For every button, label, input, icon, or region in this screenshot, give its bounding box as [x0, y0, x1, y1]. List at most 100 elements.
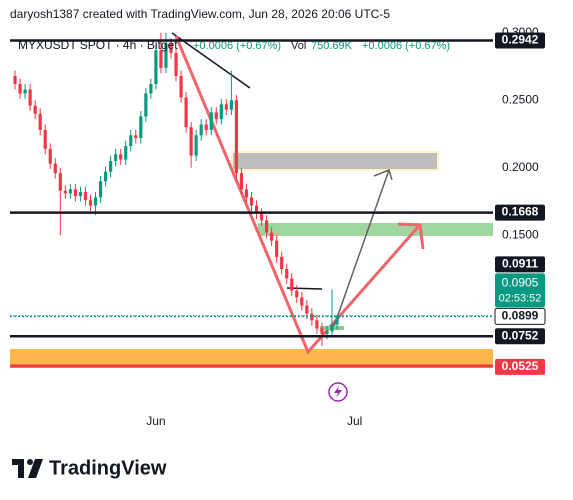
price-label-box: [495, 273, 545, 308]
candle-body: [169, 43, 173, 53]
candle-body: [335, 315, 339, 325]
candle-body: [325, 331, 329, 334]
price-label: 0.0905: [502, 276, 539, 290]
trend-line: [171, 32, 251, 89]
candle-body: [249, 197, 254, 206]
candle-body: [129, 135, 133, 147]
candle-body: [209, 112, 213, 130]
candle-body: [199, 124, 203, 136]
price-label-box: [494, 307, 546, 325]
candle-body: [103, 171, 108, 182]
x-tick-label: Jun: [146, 414, 165, 428]
candle-body: [320, 328, 324, 334]
candle-body: [33, 105, 37, 114]
logo-mark: [27, 459, 33, 465]
candle-body: [159, 50, 163, 68]
candle-body: [109, 160, 113, 172]
candle-body: [139, 116, 143, 139]
candle-body: [53, 163, 57, 174]
price-label: 0.0899: [502, 309, 539, 323]
candle-body: [98, 181, 103, 198]
candle-body: [48, 148, 52, 164]
candle-body: [315, 320, 319, 329]
candle-body: [244, 189, 249, 198]
candle-body: [300, 297, 304, 306]
price-label-box: [495, 204, 545, 221]
red-path: [174, 35, 420, 355]
logo-mark: [12, 459, 24, 478]
gray-arrow: [331, 169, 390, 333]
levels: [10, 39, 493, 338]
legend: MYXUSDT SPOT · 4h · Bitget +0.0006 (+0.6…: [18, 38, 450, 52]
candle-body: [264, 220, 269, 233]
candle-body: [224, 104, 228, 110]
event-icon-bolt: [334, 386, 342, 398]
candle-body: [174, 52, 178, 76]
logo: TradingView: [12, 457, 167, 479]
price-label: 0.0525: [502, 359, 539, 373]
candle-body: [28, 89, 32, 106]
candle-body: [330, 324, 334, 332]
candle-body: [204, 124, 208, 130]
logo-mark: [28, 459, 43, 478]
candle-body: [290, 278, 294, 291]
countdown: 02:53:52: [499, 292, 542, 304]
price-label: 0.1668: [502, 205, 539, 219]
legend-vol: 750.69K: [311, 40, 353, 52]
candle-body: [234, 100, 239, 174]
candle-body: [93, 197, 98, 206]
candle-body: [58, 173, 62, 191]
candle-body: [259, 213, 264, 221]
y-tick-label: 0.2500: [502, 92, 539, 106]
candle-body: [285, 269, 289, 279]
candle-body: [78, 192, 83, 197]
legend-symbol: MYXUSDT SPOT · 4h · Bitget: [18, 38, 178, 52]
candle-body: [124, 146, 128, 160]
candle-body: [134, 135, 138, 139]
candle-body: [88, 200, 93, 206]
candle-body: [280, 256, 284, 270]
candle-body: [13, 75, 17, 85]
candle-body: [149, 84, 153, 94]
candle-body: [114, 154, 118, 161]
brand: TradingView: [49, 457, 167, 479]
candle-body: [270, 232, 274, 241]
candle-body: [68, 189, 72, 194]
candles: [13, 32, 339, 346]
y-tick-label: 0.1500: [502, 227, 539, 241]
green-zone: [258, 223, 493, 236]
candle-body: [194, 135, 198, 156]
candle-body: [275, 240, 279, 257]
price-label-box: [495, 256, 545, 273]
y-tick-label: 0.2000: [502, 160, 539, 174]
price-label-box: [495, 358, 545, 375]
candle-body: [73, 189, 78, 197]
gray-arrowhead: [373, 168, 393, 181]
candle-body: [254, 205, 259, 214]
candle-body: [18, 84, 22, 94]
price-label: 0.0911: [502, 257, 538, 271]
candle-body: [179, 75, 183, 98]
candle-body: [295, 290, 299, 298]
price-label: 0.0752: [502, 328, 539, 342]
candle-body: [214, 112, 218, 120]
drawings: [10, 32, 493, 402]
red-arrowhead: [397, 222, 425, 250]
legend-change: +0.0006 (+0.67%): [193, 40, 281, 52]
candle-body: [229, 100, 233, 110]
candle-body: [119, 154, 123, 160]
candle-body: [38, 113, 42, 130]
gray-zone: [231, 151, 439, 171]
candle-body: [189, 127, 193, 156]
candle-body: [23, 89, 27, 94]
candle-body: [305, 305, 309, 314]
candle-body: [43, 129, 47, 149]
price-label: 0.2942: [502, 33, 539, 47]
x-tick-label: Jul: [347, 414, 362, 428]
orange-zone: [10, 349, 493, 368]
legend-vol-label: Vol: [291, 40, 306, 52]
